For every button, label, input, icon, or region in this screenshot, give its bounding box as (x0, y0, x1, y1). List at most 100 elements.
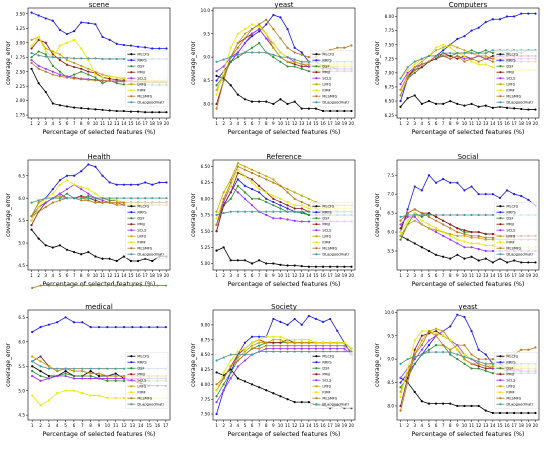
x-tick-label: 16 (504, 273, 510, 278)
data-point (139, 284, 142, 287)
data-point (420, 246, 423, 249)
data-point (491, 249, 494, 253)
legend-marker (315, 247, 318, 250)
data-point (39, 284, 42, 287)
x-axis-label: Percentage of selected features (%) (228, 431, 341, 438)
data-point (250, 353, 254, 356)
data-point (215, 70, 218, 73)
series-line (400, 94, 536, 110)
data-point (463, 355, 466, 358)
data-point (101, 197, 104, 200)
data-point (442, 177, 445, 181)
legend-label: LRFS (137, 83, 147, 87)
data-point (250, 23, 254, 26)
series-line (31, 316, 166, 333)
data-point (122, 109, 125, 113)
legend: MLCFS RRFS DSF PMU SCLS LRFS FIMF MLSMFS DLapgoo… (310, 352, 354, 409)
y-tick-label: 9.0 (203, 55, 210, 60)
data-point (106, 377, 109, 380)
x-tick-label: 14 (121, 273, 127, 278)
data-point (463, 362, 466, 365)
data-point (97, 284, 101, 287)
data-point (97, 326, 101, 329)
data-point (94, 23, 97, 26)
data-point (491, 365, 494, 368)
data-point (491, 236, 494, 239)
series-FIMF (215, 335, 353, 392)
data-point (37, 82, 40, 85)
data-point (165, 111, 168, 114)
data-point (258, 25, 261, 28)
data-point (427, 213, 431, 217)
plot-frame (396, 309, 540, 421)
data-point (300, 194, 303, 197)
data-point (286, 341, 289, 344)
data-point (236, 178, 239, 181)
data-point (243, 175, 247, 178)
data-point (420, 329, 423, 333)
data-point (72, 284, 76, 287)
y-tick-label: 5.5 (387, 249, 394, 254)
data-point (279, 338, 282, 341)
data-point (56, 392, 59, 395)
data-point (527, 198, 530, 201)
data-point (456, 181, 459, 184)
legend-marker (499, 367, 502, 370)
data-point (94, 76, 97, 79)
data-point (463, 257, 466, 260)
x-tick-label: 3 (229, 273, 232, 278)
data-point (300, 207, 303, 210)
legend-marker (130, 385, 133, 388)
legend-marker (130, 229, 133, 232)
data-point (434, 227, 438, 230)
data-point (449, 213, 452, 217)
data-point (31, 286, 34, 290)
x-tick-label: 15 (313, 121, 319, 126)
data-point (114, 377, 117, 380)
data-point (307, 350, 310, 353)
data-point (434, 102, 438, 105)
data-point (314, 265, 318, 268)
data-point (80, 199, 83, 202)
data-point (463, 230, 466, 234)
data-point (258, 23, 261, 26)
data-point (413, 353, 416, 356)
data-point (513, 411, 516, 415)
data-point (139, 326, 142, 329)
data-point (272, 204, 275, 207)
data-point (484, 249, 487, 253)
data-point (243, 168, 247, 171)
legend-marker (315, 53, 318, 56)
data-point (250, 100, 254, 103)
data-point (243, 51, 247, 54)
data-point (307, 63, 310, 66)
y-axis-label: coverage_error (375, 342, 381, 386)
series-line (400, 235, 536, 263)
data-point (30, 228, 33, 231)
data-point (30, 201, 33, 204)
data-point (39, 374, 42, 378)
data-point (449, 232, 452, 236)
data-point (477, 63, 480, 66)
data-point (44, 41, 47, 44)
data-point (94, 165, 97, 168)
data-point (58, 28, 62, 32)
data-point (463, 232, 466, 236)
data-point (258, 350, 261, 353)
legend-marker (130, 89, 133, 92)
legend-marker (130, 53, 133, 56)
data-point (286, 200, 289, 204)
x-tick-label: 17 (142, 273, 148, 278)
legend-marker (315, 373, 318, 376)
data-point (51, 246, 54, 249)
y-tick-label: 7.75 (385, 28, 395, 33)
data-point (456, 234, 459, 237)
legend-marker (315, 379, 318, 382)
data-point (279, 210, 282, 213)
data-point (250, 335, 254, 338)
legend-marker (315, 361, 318, 364)
data-point (477, 362, 480, 365)
data-point (413, 215, 416, 218)
data-point (58, 70, 62, 73)
